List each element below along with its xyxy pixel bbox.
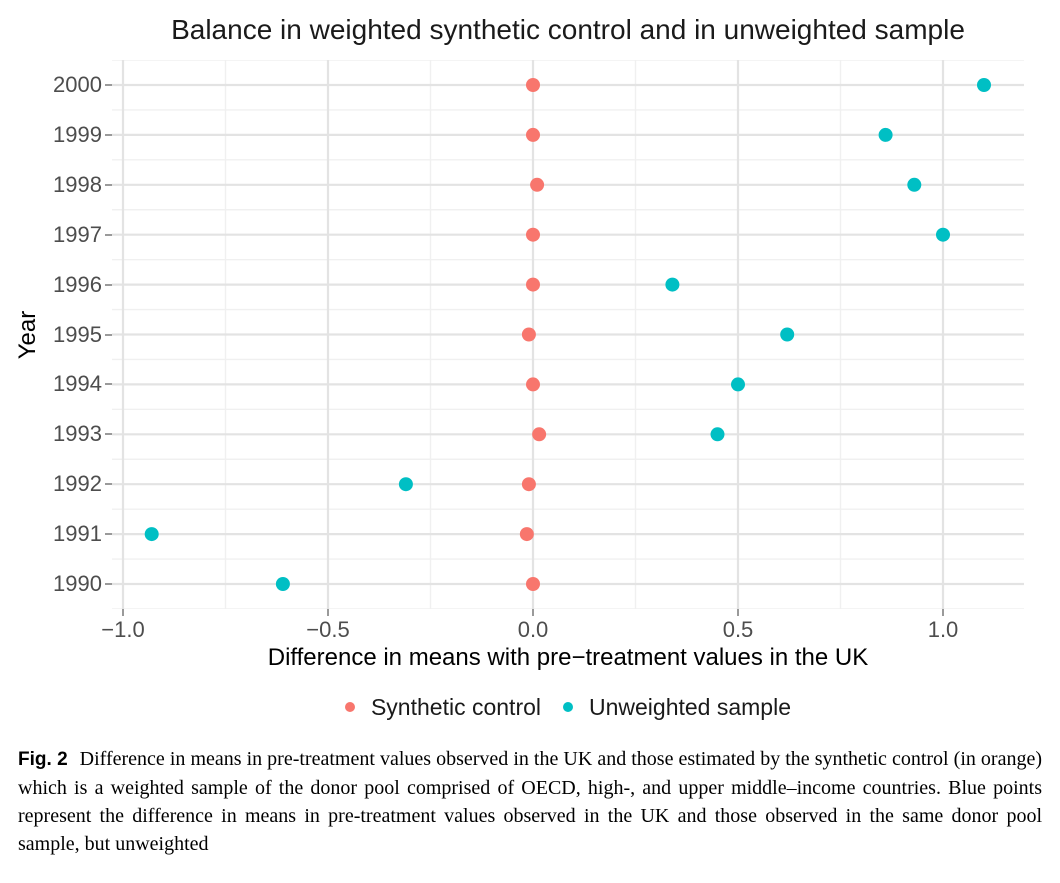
- data-point-synthetic-control: [519, 527, 534, 542]
- legend-item-synthetic-control: Synthetic control: [344, 693, 541, 721]
- figure-caption: Fig. 2 Difference in means in pre-treatme…: [18, 745, 1042, 858]
- x-tick-mark: [327, 609, 329, 616]
- x-tick-mark: [942, 609, 944, 616]
- data-point-synthetic-control: [521, 327, 536, 342]
- data-point-unweighted-sample: [275, 577, 290, 591]
- data-point-synthetic-control: [526, 227, 540, 242]
- y-tick-label: 1991: [53, 521, 102, 547]
- y-tick-mark: [105, 283, 112, 286]
- y-tick-label: 1999: [53, 121, 102, 147]
- y-tick-label: 1992: [53, 471, 102, 497]
- y-tick-mark: [105, 84, 112, 86]
- data-point-unweighted-sample: [731, 377, 745, 392]
- y-tick-label: 2000: [53, 72, 102, 97]
- x-tick-label: 0.0: [517, 617, 549, 642]
- data-point-unweighted-sample: [977, 78, 991, 92]
- y-tick-label: 1993: [53, 421, 102, 447]
- y-tick-label: 1995: [53, 321, 102, 347]
- data-point-synthetic-control: [526, 127, 540, 142]
- data-point-synthetic-control: [526, 78, 540, 92]
- y-tick-mark: [105, 233, 112, 236]
- x-tick-mark: [122, 609, 124, 616]
- x-tick-mark: [532, 609, 534, 616]
- y-tick-mark: [105, 583, 112, 585]
- data-point-unweighted-sample: [878, 127, 893, 142]
- x-tick-mark: [737, 609, 739, 616]
- plot-panel: [112, 59, 1024, 610]
- y-tick-label: 1994: [53, 371, 102, 397]
- legend-label-unweighted-sample: Unweighted sample: [589, 693, 792, 720]
- chart-title: Balance in weighted synthetic control an…: [171, 14, 965, 45]
- y-tick-mark: [105, 433, 112, 436]
- y-tick-mark: [105, 333, 112, 336]
- y-tick-label: 1996: [53, 271, 102, 297]
- x-tick-label: 0.5: [722, 617, 754, 642]
- data-point-synthetic-control: [530, 177, 545, 192]
- data-point-synthetic-control: [532, 427, 547, 442]
- data-point-synthetic-control: [526, 277, 540, 292]
- data-point-unweighted-sample: [907, 177, 922, 192]
- legend: Synthetic control Unweighted sample: [112, 693, 1024, 721]
- chart-canvas: [112, 59, 1024, 610]
- y-tick-mark: [105, 133, 112, 136]
- data-point-unweighted-sample: [144, 527, 159, 542]
- data-point-unweighted-sample: [665, 277, 680, 292]
- data-point-unweighted-sample: [398, 477, 413, 492]
- y-tick-mark: [105, 383, 112, 386]
- x-axis-title: Difference in means with pre−treatment v…: [267, 644, 869, 671]
- data-point-synthetic-control: [526, 577, 540, 591]
- caption-text: Difference in means in pre-treatment val…: [18, 748, 1042, 855]
- legend-label-synthetic-control: Synthetic control: [370, 693, 541, 720]
- legend-dot-unweighted-sample: [563, 702, 573, 712]
- data-point-synthetic-control: [526, 377, 540, 392]
- y-tick-mark: [105, 483, 112, 486]
- data-point-unweighted-sample: [710, 427, 725, 442]
- y-tick-label: 1997: [53, 221, 102, 247]
- x-tick-label: −0.5: [306, 617, 350, 642]
- legend-dot-synthetic-control: [344, 702, 355, 712]
- legend-item-unweighted-sample: Unweighted sample: [563, 694, 791, 721]
- x-tick-label: 1.0: [927, 617, 959, 642]
- data-point-unweighted-sample: [936, 227, 950, 242]
- y-tick-label: 1990: [53, 571, 102, 596]
- caption-label: Fig. 2: [18, 749, 68, 770]
- data-point-unweighted-sample: [780, 327, 795, 342]
- y-tick-mark: [105, 183, 112, 186]
- x-tick-label: −1.0: [101, 617, 145, 642]
- data-point-synthetic-control: [521, 477, 536, 492]
- y-tick-mark: [105, 533, 112, 536]
- y-tick-label: 1998: [53, 171, 102, 197]
